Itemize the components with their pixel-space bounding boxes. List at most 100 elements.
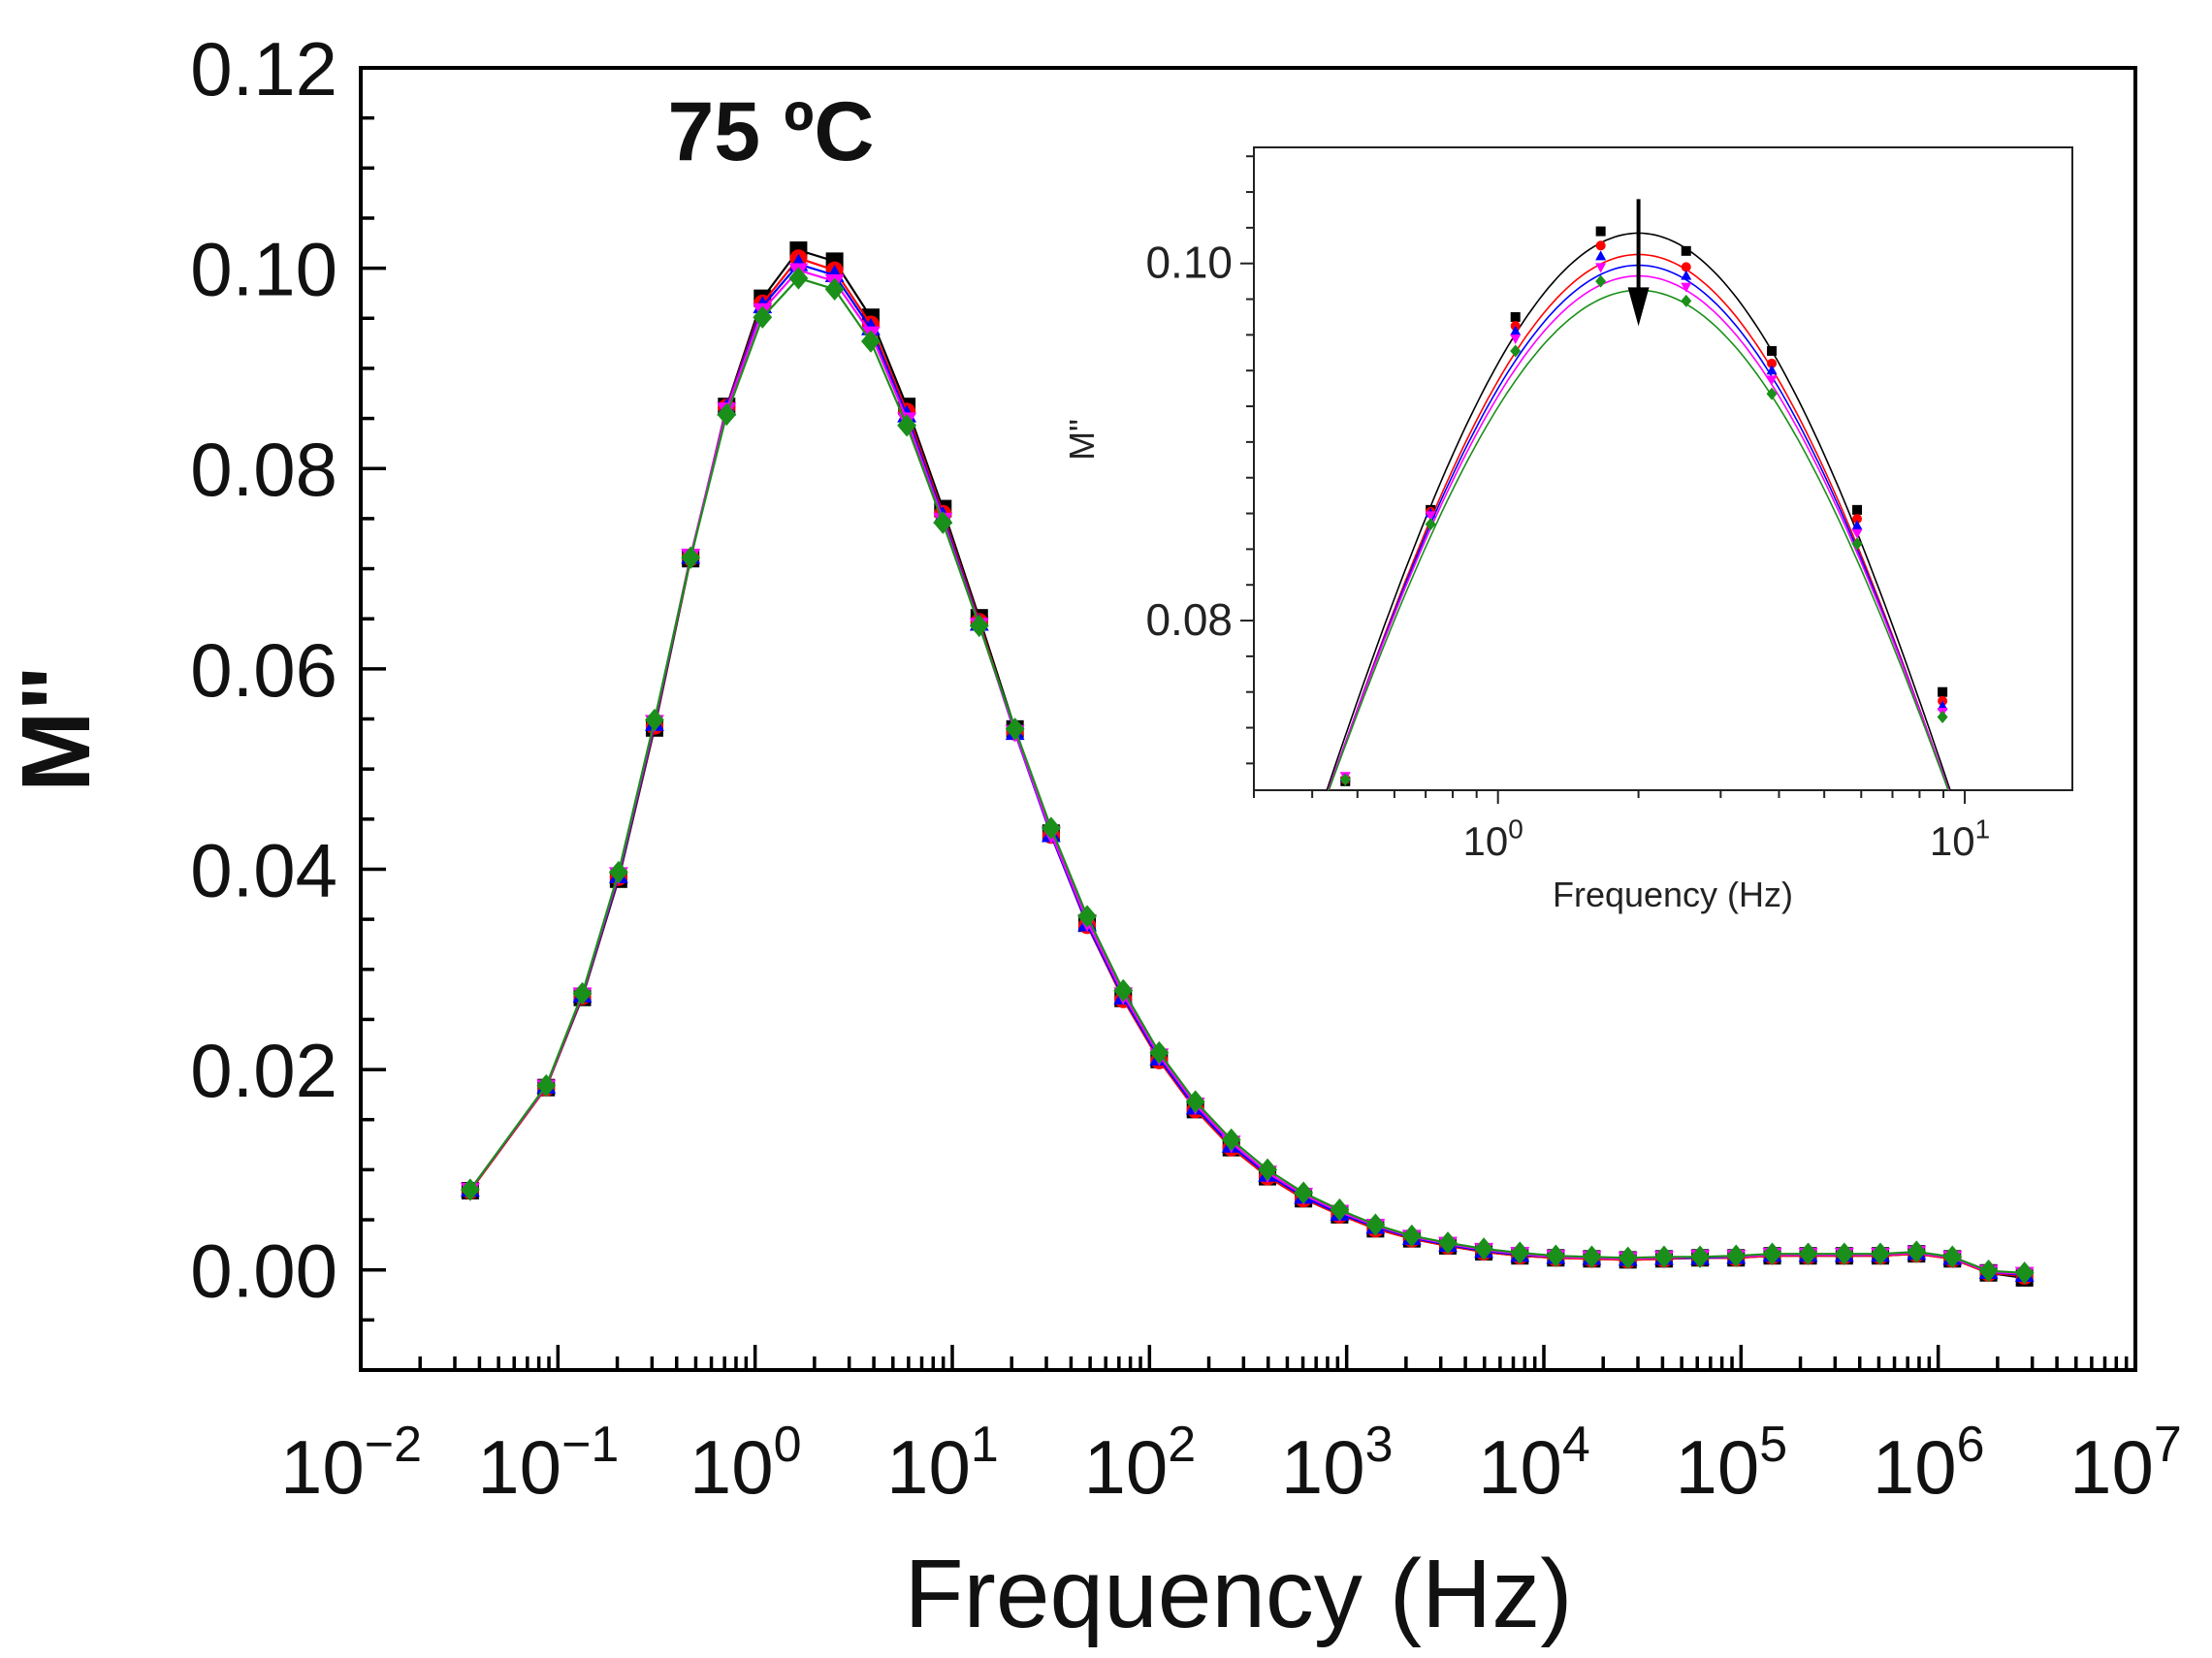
main-data-point [1221,1128,1241,1152]
main-x-tick-labels: 10−2 10−1 100 101 102 103 104 105 106 107 [280,1417,2182,1510]
inset-data-point [1852,504,1863,515]
main-data-point [933,511,953,534]
main-y-tick-label: 0.08 [190,427,337,512]
main-x-ticks [359,1345,2137,1370]
inset-data-point [1510,325,1522,335]
main-y-tick-label: 0.02 [190,1028,337,1113]
inset-plot: 100 101 0.08 0.10 Frequency (Hz) M" [1062,146,2073,914]
main-data-point [1546,1244,1566,1267]
inset-data-point [1595,263,1607,273]
main-data-point [1798,1242,1818,1265]
main-x-tick-label: 101 [886,1417,999,1510]
inset-fit-curve [1326,232,1951,790]
inset-data-point [1767,345,1778,356]
inset-data-point [1767,358,1778,368]
main-x-tick-label: 104 [1478,1417,1590,1510]
main-y-tick-label: 0.12 [190,26,337,112]
main-data-point [1654,1245,1674,1268]
main-x-tick-label: 10−2 [280,1417,422,1510]
main-data-point [1294,1181,1314,1204]
main-data-point [608,860,628,884]
inset-y-tick-labels: 0.08 0.10 [1145,238,1233,645]
inset-y-tick-label: 0.10 [1145,238,1233,288]
inset-data-point [1851,520,1863,530]
inset-y-tick-label: 0.08 [1145,594,1233,645]
main-data-point [1582,1245,1602,1268]
main-data-point [788,267,809,290]
main-data-point [969,614,989,638]
main-data-point [460,1178,480,1201]
main-x-tick-label: 100 [689,1417,802,1510]
inset-data-point [1766,365,1778,375]
main-data-point [1690,1245,1711,1268]
inset-data-point [1938,686,1948,697]
inset-data-point [1766,387,1778,400]
main-data-point [1474,1237,1493,1260]
main-x-axis-title: Frequency (Hz) [904,1540,1572,1648]
inset-data-point [1425,511,1436,522]
inset-data-point [1937,710,1948,723]
main-data-point [1618,1246,1638,1269]
inset-series-4 [1339,263,1948,782]
main-data-point [1401,1224,1422,1248]
inset-data-point [1681,294,1692,307]
main-y-tick-labels: 0.00 0.02 0.04 0.06 0.08 0.10 0.12 [190,26,337,1314]
main-data-point [717,402,737,427]
inset-data-point [1681,270,1692,280]
main-data-point [1005,717,1025,741]
main-data-point [1978,1259,1999,1283]
main-plot: 10−2 10−1 100 101 102 103 104 105 106 107 0.00 0.02… [2,26,2182,1648]
inset-fit-curve [1327,274,1950,790]
inset-data-point [1595,250,1607,261]
inset-x-tick-label: 101 [1930,813,1990,864]
inset-data-point [1510,311,1521,322]
main-data-point [1113,978,1134,1003]
main-data-point [1438,1231,1458,1255]
main-data-point [824,277,845,302]
inset-fit-curves [1326,232,1951,790]
inset-frame [1253,146,2073,791]
main-data-point [1762,1242,1782,1265]
inset-y-ticks [1240,155,1254,765]
inset-data-point [1851,537,1863,551]
main-series [460,241,2035,1287]
inset-data-point [1595,274,1607,288]
main-data-point [681,546,701,569]
main-data-point [645,708,664,732]
inset-y-axis-title: M" [1062,419,1102,461]
main-data-point [536,1073,557,1098]
inset-data-point [1595,240,1606,251]
inset-data-point [1766,375,1778,386]
inset-data-point [1937,700,1948,711]
main-x-tick-label: 107 [2069,1417,2182,1510]
inset-x-axis-title: Frequency (Hz) [1553,875,1793,914]
inset-data-point [1510,335,1522,345]
temperature-annotation: 75 ºC [667,85,874,178]
main-data-point [1258,1158,1277,1182]
main-y-tick-label: 0.06 [190,627,337,713]
inset-trend-arrow-head [1627,287,1650,327]
inset-fit-curve [1328,289,1949,790]
main-data-point [1942,1245,1963,1268]
main-data-point [753,305,773,329]
inset-series-5 [1339,274,1948,786]
main-x-tick-label: 106 [1873,1417,1985,1510]
main-y-tick-label: 0.10 [190,227,337,312]
main-data-point [861,330,881,353]
main-y-ticks [361,66,386,1372]
inset-x-tick-labels: 100 101 [1463,813,1991,864]
inset-series [1339,226,1948,786]
main-x-tick-label: 103 [1281,1417,1394,1510]
inset-data-point [1681,245,1691,256]
main-series-5 [460,267,2035,1285]
inset-x-ticks [1253,790,1967,804]
main-data-point [897,414,917,437]
main-data-point [572,981,593,1005]
main-data-point [1330,1198,1350,1222]
main-y-tick-label: 0.00 [190,1228,337,1314]
inset-data-point [1852,514,1863,525]
inset-data-point [1510,344,1522,358]
main-x-tick-label: 10−1 [477,1417,619,1510]
